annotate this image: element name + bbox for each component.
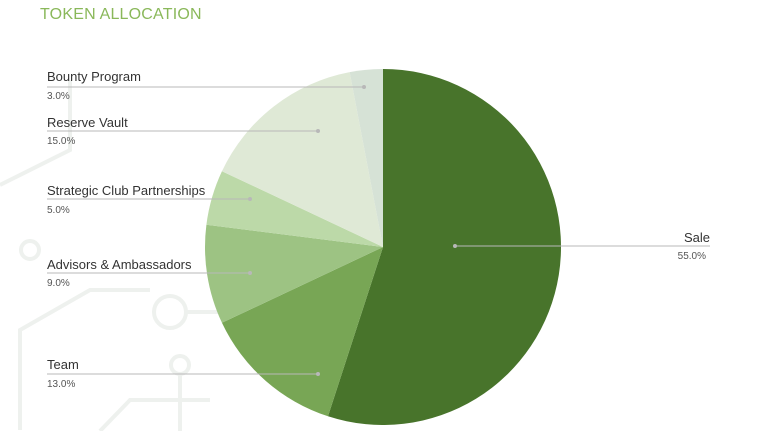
slice-label: Advisors & Ambassadors (47, 257, 192, 272)
leader-dot (362, 85, 366, 89)
pie-labels: Sale 55.0% Team 13.0% Advisors & Ambassadors… (47, 69, 710, 390)
leader-dot (316, 372, 320, 376)
slice-label: Sale (684, 230, 710, 245)
slice-label: Team (47, 357, 79, 372)
pie-slice-strategic-club-partnerships (206, 171, 383, 247)
slice-label: Reserve Vault (47, 115, 128, 130)
slice-value-label: 15.0% (47, 136, 75, 147)
slice-value-label: 5.0% (47, 205, 70, 216)
pie-slice-bounty-program (349, 69, 383, 247)
pie-slice-advisors-ambassadors (204, 224, 383, 323)
leader-dot (453, 244, 457, 248)
slice-label: Strategic Club Partnerships (47, 183, 206, 198)
pie-slices (204, 69, 561, 425)
leader-dot (248, 271, 252, 275)
slice-value-label: 13.0% (47, 379, 75, 390)
pie-slice-sale (327, 69, 561, 425)
leader-dot (316, 129, 320, 133)
pie-slice-reserve-vault (221, 72, 383, 248)
slice-label: Bounty Program (47, 69, 141, 84)
slice-value-label: 3.0% (47, 91, 70, 102)
chart-title: TOKEN ALLOCATION (40, 6, 202, 23)
slice-value-label: 55.0% (678, 251, 706, 262)
leader-dot (248, 197, 252, 201)
slice-value-label: 9.0% (47, 278, 70, 289)
background-decor (0, 80, 240, 431)
